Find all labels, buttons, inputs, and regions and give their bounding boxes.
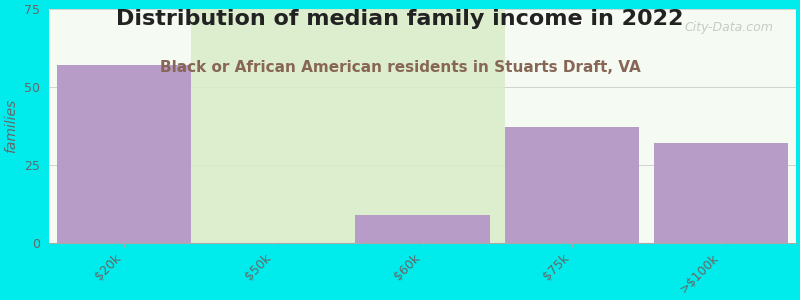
Bar	[505, 128, 639, 242]
Text: Black or African American residents in Stuarts Draft, VA: Black or African American residents in S…	[160, 60, 640, 75]
Bar	[355, 214, 490, 242]
Bar	[654, 143, 788, 242]
Bar	[57, 65, 191, 242]
Y-axis label: families: families	[4, 99, 18, 153]
Text: Distribution of median family income in 2022: Distribution of median family income in …	[116, 9, 684, 29]
Bar	[191, 9, 505, 242]
Text: City-Data.com: City-Data.com	[685, 21, 774, 34]
